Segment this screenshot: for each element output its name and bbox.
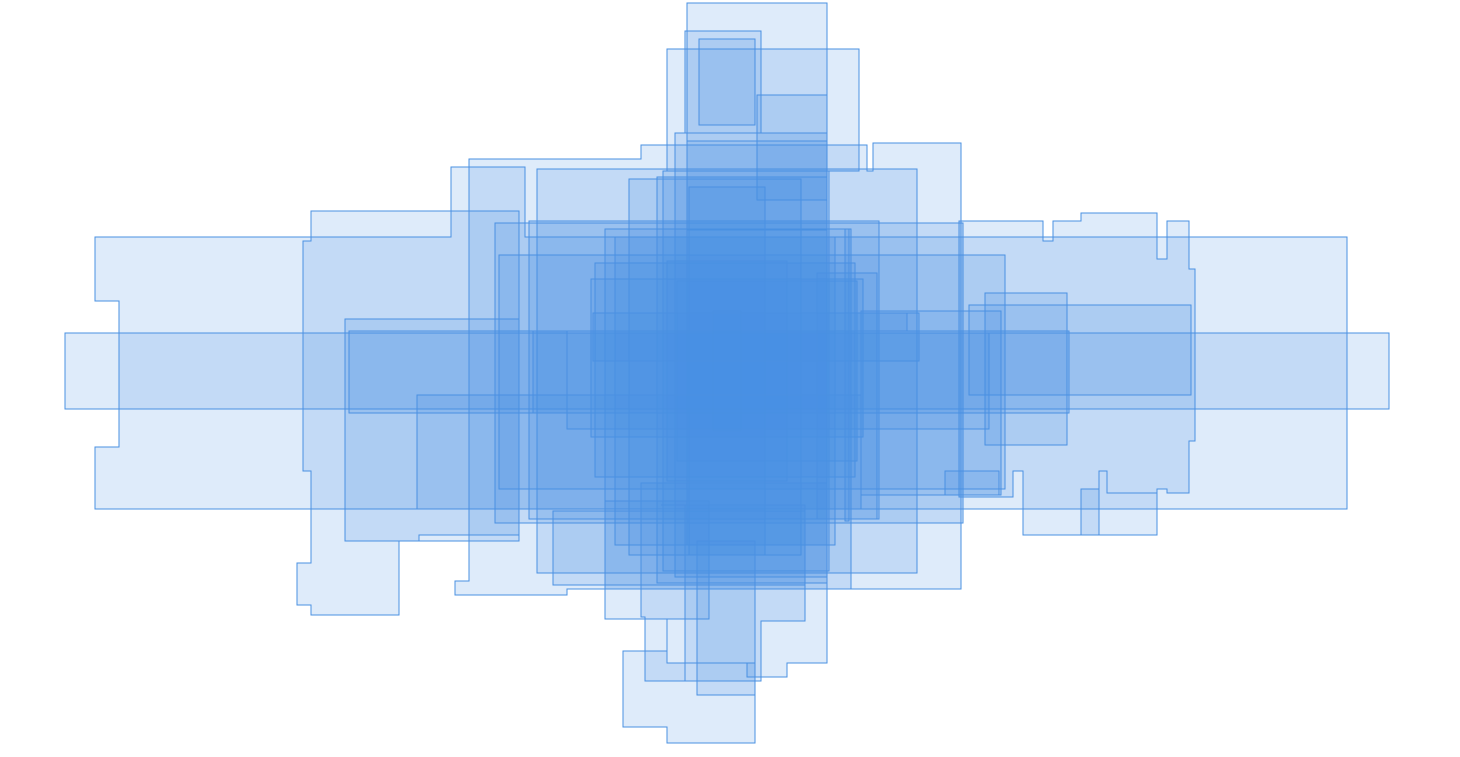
outline-shape-45	[945, 471, 999, 495]
outline-shape-44	[855, 313, 907, 331]
outline-shape-41	[697, 541, 755, 695]
outline-shape-43	[861, 311, 1001, 495]
outline-shape-46	[845, 229, 849, 521]
outline-shape-6	[699, 39, 755, 125]
outline-shape-16	[1081, 489, 1099, 535]
